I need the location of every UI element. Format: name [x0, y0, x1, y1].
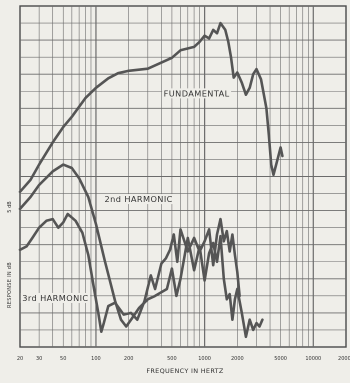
- x-tick-label: 100: [91, 356, 101, 362]
- x-tick-label: 20: [17, 356, 23, 362]
- annotation-background: [103, 194, 175, 205]
- x-tick-label: 20000: [338, 356, 350, 362]
- series-annotation-1: 2nd HARMONIC: [105, 194, 173, 204]
- x-tick-label: 5000: [274, 356, 287, 362]
- x-tick-label: 30: [36, 356, 42, 362]
- x-axis-label: FREQUENCY IN HERTZ: [146, 367, 224, 375]
- x-tick-label: 10000: [305, 356, 321, 362]
- x-tick-labels: 20 30 50 100 200 500 1000 2000 5000 10000 20000: [17, 356, 350, 362]
- x-tick-label: 200: [124, 356, 134, 362]
- x-tick-label: 500: [167, 356, 177, 362]
- x-tick-label: 2000: [231, 356, 244, 362]
- y-axis-label: RESPONSE IN dB: [7, 262, 13, 308]
- scale-label: 5 dB: [7, 201, 13, 213]
- series-line-fundamental: [18, 21, 284, 194]
- annotation-background: [162, 88, 232, 99]
- annotation-background: [20, 292, 91, 303]
- series-annotation-0: FUNDAMENTAL: [164, 88, 230, 98]
- x-tick-label: 50: [60, 356, 66, 362]
- annotations: FUNDAMENTAL 2nd HARMONIC 3rd HARMONIC: [20, 88, 232, 303]
- series-annotation-2: 3rd HARMONIC: [22, 293, 88, 303]
- series-line-3rd-harmonic: [18, 212, 241, 333]
- x-tick-label: 1000: [198, 356, 211, 362]
- series-group: [18, 21, 284, 339]
